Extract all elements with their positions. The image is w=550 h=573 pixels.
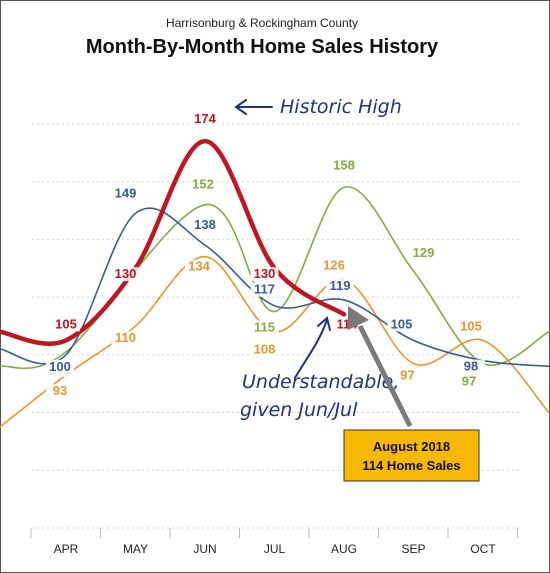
x-axis: APR MAY JUN JUL AUG SEP OCT: [30, 527, 520, 556]
data-label-bg: [250, 267, 279, 282]
data-label-orange: 108: [254, 342, 276, 357]
callout-arrow-shaft: [357, 324, 413, 428]
data-label-blue: 105: [391, 316, 413, 331]
data-label-bg: [111, 186, 140, 201]
data-label-bg: [409, 246, 438, 261]
callout-arrow-head: [348, 306, 369, 330]
data-label-bg: [250, 282, 279, 297]
data-label-red: 130: [254, 266, 276, 281]
data-label-blue: 100: [49, 359, 71, 374]
data-label-bg: [393, 368, 422, 383]
x-tick-label: OCT: [470, 542, 496, 556]
callout-line1: August 2018: [373, 439, 450, 454]
data-label-green: 97: [462, 373, 476, 388]
data-label-green: 152: [192, 177, 214, 192]
data-label-orange: 93: [53, 383, 67, 398]
data-label-red: 174: [194, 111, 216, 126]
data-label-bg: [455, 374, 483, 389]
historic-high-arrow: [234, 99, 273, 115]
understandable-annotation: Understandable, given Jun/Jul: [240, 316, 399, 421]
data-label-blue: 117: [254, 282, 275, 297]
data-label-bg: [46, 384, 74, 399]
data-label-bg: [52, 317, 80, 332]
data-label-orange: 134: [188, 259, 210, 274]
data-label-orange: 105: [460, 318, 482, 333]
x-tick-label: JUL: [264, 542, 286, 556]
x-tick-label: JUN: [193, 542, 216, 556]
x-tick-label: MAY: [123, 542, 148, 556]
data-label-bg: [320, 258, 348, 273]
data-label-blue: 98: [464, 359, 478, 374]
callout-box: [343, 429, 480, 482]
understandable-line2: given Jun/Jul: [240, 399, 358, 421]
series-line-red: [0, 138, 347, 346]
data-label-bg: [111, 330, 140, 345]
historic-high-annotation: Historic High: [234, 96, 402, 118]
data-label-bg: [185, 259, 213, 274]
chart-subtitle: Harrisonburg & Rockingham County: [166, 16, 358, 30]
data-label-orange: 126: [323, 258, 345, 273]
data-label-bg: [250, 320, 279, 335]
data-label-green: 115: [254, 320, 275, 335]
data-label-red: 105: [55, 316, 77, 331]
historic-high-text: Historic High: [280, 96, 402, 118]
data-label-blue: 119: [330, 278, 351, 293]
august-callout: August 2018 114 Home Sales: [343, 306, 480, 482]
understandable-arrow: [294, 316, 331, 379]
data-label-bg: [387, 317, 416, 332]
data-label-bg: [330, 158, 358, 173]
x-tick-label: APR: [54, 542, 79, 556]
x-tick-label: AUG: [331, 542, 357, 556]
data-label-bg: [191, 218, 219, 233]
data-label-bg: [191, 112, 219, 127]
data-label-bg: [326, 278, 354, 293]
data-label-bg: [457, 319, 485, 334]
data-labels: 9311013410812697105101152115158129971001…: [46, 111, 485, 399]
data-label-blue: 138: [194, 217, 216, 232]
data-label-bg: [46, 359, 74, 374]
understandable-line1: Understandable,: [242, 371, 399, 393]
data-label-bg: [189, 177, 217, 192]
data-label-green: 158: [333, 157, 355, 172]
data-label-red: 130: [115, 266, 137, 281]
data-label-bg: [111, 267, 140, 282]
x-tick-label: SEP: [401, 542, 425, 556]
data-label-orange: 97: [400, 367, 414, 382]
data-label-bg: [250, 342, 279, 357]
callout-line2: 114 Home Sales: [362, 458, 460, 473]
data-label-bg: [457, 359, 485, 374]
data-label-orange: 110: [115, 330, 136, 345]
chart-title: Month-By-Month Home Sales History: [86, 36, 439, 58]
data-label-green: 129: [413, 245, 435, 260]
data-label-blue: 149: [115, 185, 137, 200]
